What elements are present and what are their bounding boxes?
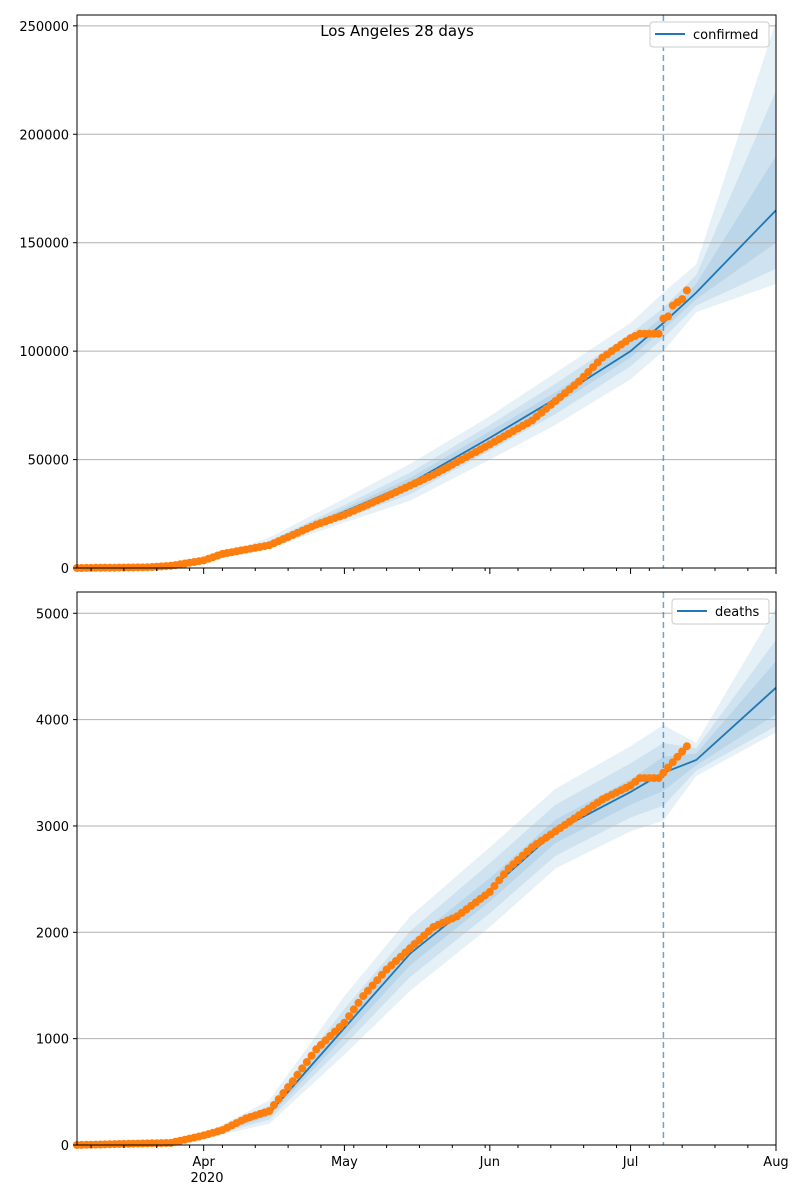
observed-point [368,981,377,990]
observed-point [490,882,499,890]
y-tick-label: 250000 [19,20,69,35]
x-tick-label: Apr [192,1155,215,1170]
y-tick-label: 0 [61,1139,69,1154]
confirmed-observed-points [73,286,691,572]
deaths-x-axis: Apr May Jun Jul Aug [90,1145,789,1170]
legend-box [649,21,770,48]
confirmed-panel: 0 50000 100000 150000 200000 250000 Los Angel… [19,14,777,577]
observed-point [284,1083,293,1092]
legend-box [671,598,770,625]
observed-point [354,998,363,1007]
uncertainty-band-1 [77,639,776,1145]
observed-point [279,1089,288,1098]
observed-point [678,747,687,756]
observed-point [373,976,382,985]
y-tick-label: 0 [61,562,69,577]
observed-point [274,1095,283,1104]
x-tick-label: Jul [622,1155,639,1170]
observed-point [298,1064,307,1073]
observed-point [499,870,508,879]
observed-point [668,758,677,767]
x-year-label: 2020 [190,1171,223,1186]
y-tick-label: 3000 [36,820,69,835]
confirmed-x-ticks [90,568,777,574]
observed-point [654,774,663,783]
y-tick-label: 4000 [36,714,69,729]
deaths-panel: 0 1000 2000 3000 4000 5000 Apr May Jun Jul Aug de… [36,591,789,1186]
deaths-y-axis: 0 1000 2000 3000 4000 5000 [36,607,77,1154]
observed-point [345,1012,354,1021]
y-tick-label: 50000 [28,454,69,469]
x-tick-label: May [331,1155,358,1170]
deaths-axes-frame [76,591,777,1146]
observed-point [349,1005,358,1014]
observed-point [673,752,682,761]
y-tick-label: 1000 [36,1033,69,1048]
deaths-legend: deaths [671,598,770,625]
observed-point [340,1018,349,1027]
confirmed-y-axis: 0 50000 100000 150000 200000 250000 [19,20,77,577]
observed-point [659,768,668,777]
y-tick-label: 150000 [19,237,69,252]
observed-point [654,329,663,338]
deaths-observed-points [73,742,691,1149]
uncertainty-band-1 [77,90,776,569]
observed-point [293,1070,302,1079]
x-tick-label: Jun [479,1155,500,1170]
confirmed-legend: confirmed [649,21,770,48]
observed-point [302,1058,311,1066]
observed-point [270,1101,278,1109]
chart-title: Los Angeles 28 days [320,22,474,40]
legend-label-deaths: deaths [715,605,760,620]
observed-point [377,970,386,979]
y-tick-label: 2000 [36,926,69,941]
uncertainty-band-0 [77,21,776,568]
y-tick-label: 5000 [36,607,69,622]
confirmed-forecast-line [76,209,777,569]
observed-point [664,312,673,321]
confirmed-uncertainty-bands [77,21,776,569]
observed-point [495,876,504,885]
deaths-uncertainty-bands [77,608,776,1145]
y-tick-label: 200000 [19,128,69,143]
observed-point [682,742,691,751]
observed-point [265,1107,274,1115]
uncertainty-band-2 [77,156,776,568]
uncertainty-band-0 [77,608,776,1145]
confirmed-forecast-series [76,209,777,569]
observed-point [307,1051,316,1060]
observed-point [664,763,673,772]
observed-point [682,286,691,295]
x-tick-label: Aug [763,1155,788,1170]
y-tick-label: 100000 [19,345,69,360]
observed-point [485,887,494,896]
observed-point [359,992,368,1001]
confirmed-axes-frame [76,14,777,569]
observed-point [678,295,687,304]
confirmed-gridlines [77,25,776,461]
legend-label-confirmed: confirmed [693,28,759,43]
observed-point [363,986,372,995]
observed-point [288,1077,297,1086]
